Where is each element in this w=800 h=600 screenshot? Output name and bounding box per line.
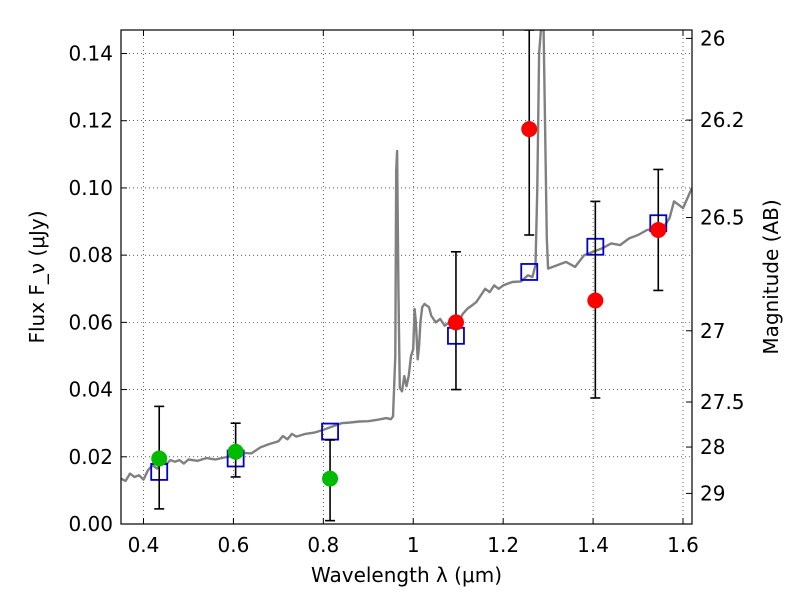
right-tick-label: 26.5: [700, 206, 745, 230]
y-tick-label: 0.10: [68, 176, 113, 200]
y-axis-label: Flux F_ν (μJy): [25, 210, 49, 343]
right-tick-label: 27.5: [700, 390, 745, 414]
right-tick-label: 26.2: [700, 108, 745, 132]
right-tick-label: 28: [700, 435, 725, 459]
green-point: [227, 443, 244, 460]
x-tick-label: 0.8: [307, 533, 339, 557]
ticks: 0.4 0.6 0.8 1 1.2 1.4 1.6 0.00 0.02 0.04 0.06 0.08 0…: [68, 26, 744, 557]
red-point: [521, 121, 538, 138]
x-tick-label: 1: [407, 533, 420, 557]
y-tick-label: 0.00: [68, 512, 113, 536]
red-point: [587, 292, 604, 309]
x-tick-label: 0.4: [128, 533, 160, 557]
y-tick-label: 0.04: [68, 378, 113, 402]
x-tick-label: 1.2: [487, 533, 519, 557]
series-group: [121, 30, 692, 522]
model-box: [520, 263, 539, 281]
x-tick-label: 0.6: [217, 533, 249, 557]
green-point: [151, 450, 168, 467]
right-tick-label: 27: [700, 319, 725, 343]
red-point: [447, 314, 464, 331]
red-point: [650, 221, 667, 238]
spectrum-line: [121, 30, 692, 483]
x-axis-label: Wavelength λ (μm): [311, 563, 502, 587]
y-axis-label-right: Magnitude (AB): [759, 199, 783, 354]
green-point: [322, 470, 339, 487]
y-tick-label: 0.08: [68, 243, 113, 267]
x-tick-label: 1.6: [667, 533, 699, 557]
y-tick-label: 0.14: [68, 42, 113, 66]
x-tick-label: 1.4: [577, 533, 609, 557]
y-tick-label: 0.12: [68, 109, 113, 133]
y-tick-label: 0.06: [68, 310, 113, 334]
right-tick-label: 26: [700, 26, 725, 50]
y-tick-label: 0.02: [68, 445, 113, 469]
plot-area: [121, 30, 692, 525]
right-tick-label: 29: [700, 481, 725, 505]
plot-frame: [120, 29, 693, 525]
